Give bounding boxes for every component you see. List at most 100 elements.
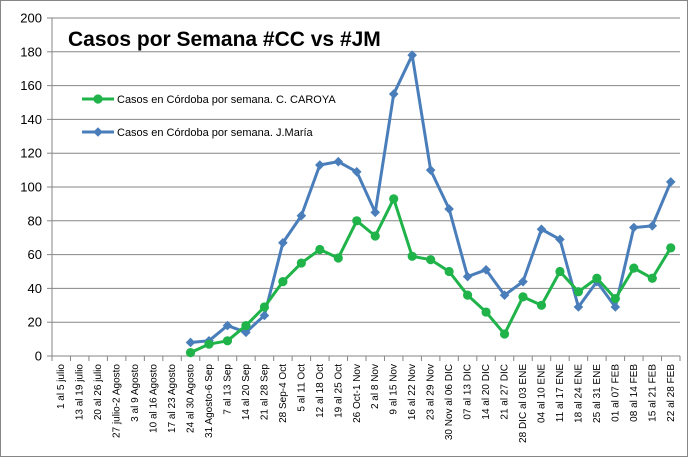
- data-point: [425, 165, 436, 175]
- y-tick-label: 0: [35, 349, 42, 364]
- data-point: [573, 287, 584, 297]
- data-point: [573, 302, 584, 312]
- x-tick-label: 30 Nov al 06 DIC: [444, 364, 455, 440]
- x-tick-label: 24 al 30 Agosto: [186, 364, 197, 433]
- data-point: [629, 263, 639, 273]
- data-point: [259, 302, 270, 312]
- data-point: [536, 224, 547, 235]
- x-tick-label: 25 al 31 ENE: [592, 364, 603, 423]
- y-tick-label: 140: [20, 112, 42, 127]
- data-point: [315, 244, 325, 255]
- data-point: [666, 243, 676, 253]
- data-point: [204, 339, 214, 349]
- data-point: [444, 204, 454, 214]
- data-point: [370, 207, 381, 218]
- data-point: [222, 320, 233, 331]
- data-point: [185, 337, 196, 348]
- x-tick-label: 11 al 17 ENE: [555, 364, 566, 423]
- legend-label: Casos en Córdoba por semana. J.María: [117, 127, 314, 139]
- x-tick-label: 5 al 11 Oct: [296, 364, 307, 412]
- legend-item: Casos en Córdoba por semana. C. CAROYA: [82, 94, 336, 106]
- x-tick-label: 01 al 07 FEB: [610, 364, 621, 422]
- x-tick-label: 23 al 29 Nov: [426, 364, 437, 420]
- data-point: [647, 221, 658, 231]
- x-tick-label: 07 al 13 DIC: [463, 364, 474, 420]
- data-point: [333, 156, 344, 167]
- data-point: [185, 348, 196, 358]
- x-tick-label: 04 al 10 ENE: [536, 364, 547, 423]
- data-point: [462, 271, 473, 282]
- legend-marker: [93, 94, 103, 104]
- x-tick-label: 13 al 19 julio: [75, 364, 86, 421]
- data-point: [518, 276, 528, 287]
- x-tick-label: 14 al 20 DIC: [481, 364, 492, 420]
- series-layer: [185, 50, 676, 358]
- x-tick-label: 17 al 23 Agosto: [167, 364, 178, 433]
- data-point: [407, 50, 417, 60]
- x-tick-label: 14 al 20 Sep: [241, 364, 252, 421]
- data-point: [629, 222, 639, 233]
- legend-item: Casos en Córdoba por semana. J.María: [82, 127, 314, 139]
- x-tick-label: 15 al 21 FEB: [647, 364, 658, 422]
- data-point: [259, 310, 270, 321]
- x-tick-label: 31 Agosto-6 Sep: [204, 364, 215, 438]
- data-point: [296, 210, 307, 221]
- x-tick-label: 22 al 28 FEB: [666, 364, 677, 422]
- x-tick-label: 10 al 16 Agosto: [149, 364, 160, 433]
- y-tick-label: 180: [20, 44, 42, 59]
- x-tick-label: 7 al 13 Sep: [222, 364, 233, 415]
- x-tick-label: 16 al 22 Nov: [407, 364, 418, 420]
- series-jmaria: [185, 50, 676, 348]
- legend-marker: [93, 127, 103, 137]
- x-tick-label: 2 al 8 Nov: [370, 364, 381, 409]
- y-tick-label: 80: [28, 213, 42, 228]
- x-tick-label: 26 Oct-1 Nov: [352, 364, 363, 423]
- series-caroya: [185, 194, 676, 358]
- x-tick-label: 1 al 5 julio: [56, 364, 67, 409]
- x-tick-label: 08 al 14 FEB: [629, 364, 640, 422]
- x-tick-label: 28 Sep-4 Oct: [278, 364, 289, 423]
- data-point: [555, 234, 565, 245]
- x-tick-label: 19 al 25 Oct: [333, 364, 344, 418]
- x-tick-label: 12 al 18 Oct: [315, 364, 326, 418]
- chart-title: Casos por Semana #CC vs #JM: [68, 28, 381, 51]
- axis-layer: 0 20 40 60 80 100 120 140 160 180 200 1 al 5 julio 1…: [20, 11, 681, 443]
- data-point: [388, 89, 399, 99]
- x-tick-label: 18 al 24 ENE: [573, 364, 584, 423]
- data-point: [647, 273, 657, 283]
- data-point: [499, 290, 510, 300]
- y-tick-label: 40: [28, 281, 42, 296]
- data-point: [351, 166, 362, 177]
- x-tick-label: 3 al 9 Agosto: [130, 364, 141, 422]
- data-point: [518, 292, 528, 302]
- data-point: [370, 231, 380, 241]
- data-point: [592, 273, 602, 283]
- data-point: [426, 255, 436, 265]
- data-point: [407, 251, 417, 261]
- data-point: [333, 253, 343, 263]
- data-point: [278, 237, 288, 248]
- y-tick-label: 120: [20, 146, 42, 161]
- y-tick-label: 20: [28, 315, 42, 330]
- x-tick-label: 21 al 27 DIC: [500, 364, 511, 420]
- data-point: [610, 302, 621, 312]
- data-point: [241, 327, 251, 338]
- x-tick-label: 28 DIC al 03 ENE: [518, 364, 529, 443]
- data-point: [462, 290, 473, 300]
- legend: Casos en Córdoba por semana. C. CAROYA Ca…: [82, 94, 336, 139]
- x-tick-label: 27 julio-2 Agosto: [112, 364, 123, 438]
- data-point: [665, 177, 676, 187]
- x-tick-label: 21 al 28 Sep: [259, 364, 270, 421]
- data-point: [610, 293, 620, 304]
- data-point: [352, 216, 362, 226]
- data-point: [536, 300, 547, 310]
- data-point: [315, 160, 325, 170]
- y-tick-label: 100: [20, 180, 42, 195]
- data-point: [241, 320, 251, 331]
- x-tick-label: 9 al 15 Nov: [389, 364, 400, 415]
- data-point: [499, 329, 510, 339]
- data-point: [222, 336, 233, 346]
